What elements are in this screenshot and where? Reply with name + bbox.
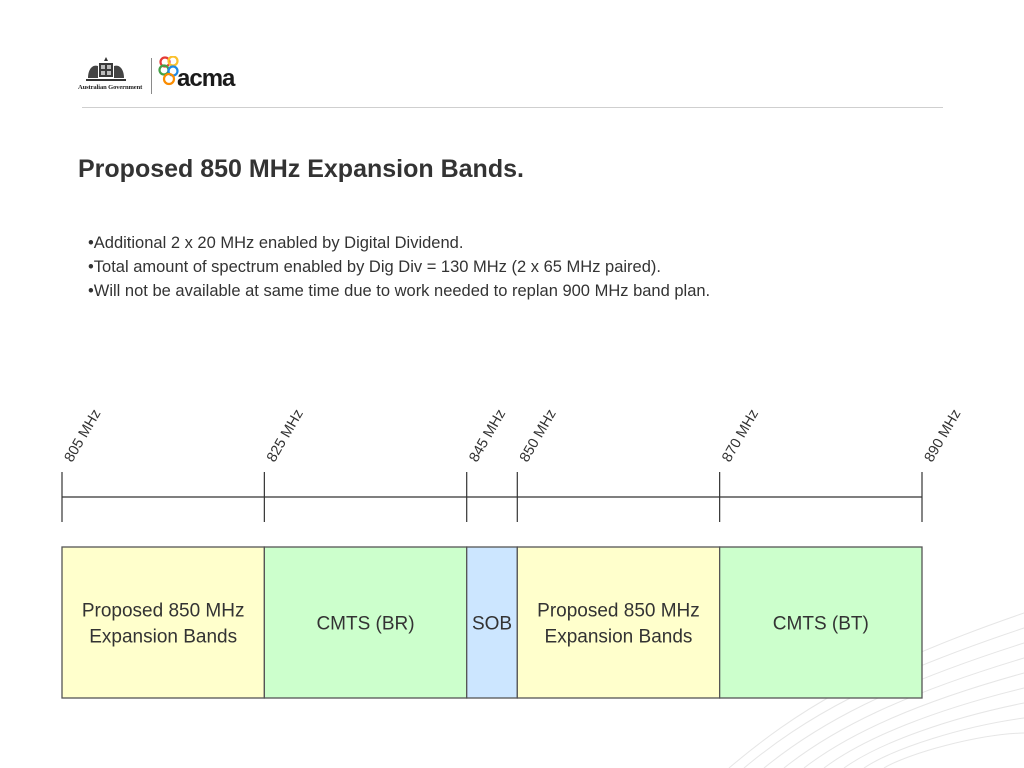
coat-of-arms-icon (86, 57, 126, 81)
band-block (466, 546, 518, 699)
band-block (718, 546, 923, 699)
frequency-label: 825 MHz (264, 407, 307, 465)
frequency-label: 805 MHz (62, 407, 105, 465)
band-block-label: Proposed 850 MHz (82, 601, 245, 622)
bullet-item: •Additional 2 x 20 MHz enabled by Digita… (88, 234, 464, 252)
band-plan-diagram: 805 MHz 825 MHz 845 MHz 850 MHz 870 MHz 890 M… (61, 407, 965, 699)
bullet-item: •Total amount of spectrum enabled by Dig… (88, 258, 661, 276)
frequency-label: 845 MHz (466, 407, 509, 465)
band-block-label: Expansion Bands (545, 627, 693, 648)
slide-header: Australian Government acma (0, 0, 1024, 110)
frequency-label: 870 MHz (719, 407, 762, 465)
header-rule (82, 107, 943, 108)
acma-logo-icon (158, 56, 179, 86)
government-label: Australian Government (78, 84, 143, 91)
band-block-label: CMTS (BT) (773, 614, 869, 635)
bullet-item: •Will not be available at same time due … (88, 282, 711, 300)
logo-divider (151, 58, 152, 94)
background-swirl (728, 612, 1024, 768)
frequency-label: 850 MHz (517, 407, 560, 465)
band-block (61, 546, 266, 699)
acma-logo-text: acma (177, 65, 235, 92)
band-block (516, 546, 721, 699)
frequency-label: 890 MHz (922, 407, 965, 465)
band-block-label: Expansion Bands (89, 627, 237, 648)
band-block-label: Proposed 850 MHz (537, 601, 700, 622)
band-block-label: SOB (472, 614, 512, 635)
band-block (263, 546, 468, 699)
band-block-label: CMTS (BR) (316, 614, 414, 635)
slide-title: Proposed 850 MHz Expansion Bands. (78, 155, 524, 183)
bullet-list: •Additional 2 x 20 MHz enabled by Digita… (88, 231, 710, 303)
